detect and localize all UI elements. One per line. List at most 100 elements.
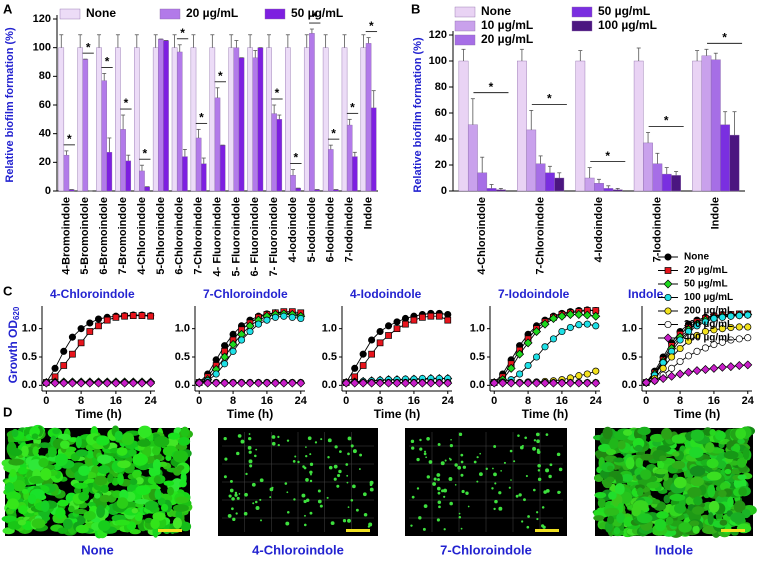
biofilm-cluster — [55, 507, 66, 519]
biofilm-cell — [333, 477, 337, 481]
marker — [86, 319, 94, 327]
biofilm-cluster — [31, 518, 46, 529]
significance: * — [86, 40, 91, 54]
marker — [558, 327, 566, 336]
marker — [574, 378, 584, 388]
biofilm-cluster — [613, 457, 625, 463]
biofilm-cluster — [135, 485, 151, 496]
biofilm-cell — [350, 498, 354, 502]
image-caption: 7-Chloroindole — [440, 542, 532, 557]
biofilm-cell — [248, 450, 252, 454]
legend-label: None — [86, 6, 116, 20]
biofilm-cell — [255, 506, 260, 511]
y-tick-label: 100 — [429, 55, 447, 67]
bar — [486, 188, 497, 192]
marker — [402, 320, 409, 328]
x-tick-label: 6-Bromoindole — [98, 197, 110, 275]
biofilm-cell — [515, 494, 519, 498]
marker — [676, 336, 684, 344]
legend-label: 200 µg/mL — [684, 306, 733, 317]
y-tick-label: 1.0 — [622, 323, 637, 335]
biofilm-cell — [369, 483, 373, 487]
significance: * — [275, 86, 280, 100]
biofilm-cell — [369, 487, 374, 492]
marker — [246, 327, 254, 336]
bar — [252, 57, 259, 192]
marker — [229, 347, 237, 355]
biofilm-cell — [508, 486, 511, 489]
biofilm-cell — [345, 463, 349, 466]
biofilm-cell — [327, 456, 330, 459]
biofilm-cluster — [622, 429, 633, 436]
marker — [532, 353, 541, 361]
bar — [285, 47, 291, 192]
y-tick-label: 120 — [429, 29, 447, 41]
biofilm-cluster — [129, 478, 138, 485]
biofilm-cell — [255, 448, 258, 451]
y-tick-label: 0.5 — [22, 351, 37, 363]
y-tick-label: 0 — [441, 185, 447, 197]
marker — [524, 361, 532, 370]
biofilm-cell — [536, 517, 539, 521]
biofilm-cell — [509, 449, 513, 453]
marker — [548, 378, 558, 388]
x-tick-label: 24 — [590, 395, 603, 407]
biofilm-cluster — [137, 425, 152, 438]
biofilm-cell — [491, 487, 494, 490]
bar — [190, 47, 197, 192]
biofilm-cell — [437, 478, 440, 482]
marker — [532, 378, 542, 388]
bar — [182, 156, 188, 192]
biofilm-cluster — [608, 491, 617, 500]
significance: * — [67, 132, 72, 146]
marker — [350, 378, 360, 388]
scale-bar — [158, 529, 182, 532]
biofilm-cluster — [21, 488, 29, 495]
y-tick-label: 0.5 — [470, 351, 485, 363]
bar — [96, 47, 102, 192]
marker — [426, 378, 436, 388]
marker — [575, 372, 583, 380]
biofilm-cluster — [656, 511, 669, 519]
legend-marker — [663, 279, 673, 289]
microscopy-image — [405, 428, 567, 536]
marker — [717, 362, 727, 372]
biofilm-cluster — [614, 483, 625, 495]
marker — [270, 378, 280, 388]
legend-marker — [664, 267, 672, 274]
biofilm-cluster — [635, 457, 643, 468]
biofilm-cluster — [674, 503, 686, 514]
biofilm-cluster — [730, 512, 746, 523]
biofilm-cluster — [607, 515, 615, 525]
marker — [575, 321, 583, 329]
biofilm-cluster — [117, 473, 124, 486]
biofilm-cell — [498, 491, 502, 495]
biofilm-cluster — [128, 448, 137, 457]
x-tick-label: 5-Iodoindole — [306, 197, 318, 262]
biofilm-cell — [460, 527, 463, 530]
biofilm-cluster — [153, 475, 162, 484]
legend-marker — [663, 333, 673, 343]
biofilm-cluster — [75, 449, 89, 457]
biofilm-cell — [443, 495, 446, 498]
bar — [341, 47, 348, 192]
biofilm-cell — [559, 491, 561, 493]
x-tick-label: 16 — [261, 395, 273, 407]
biofilm-cell — [449, 458, 452, 461]
biofilm-cluster — [654, 518, 666, 532]
marker — [375, 378, 385, 388]
biofilm-cell — [525, 474, 528, 478]
biofilm-cluster — [607, 465, 614, 472]
significance: * — [722, 30, 727, 44]
legend-marker — [664, 320, 672, 329]
biofilm-cell — [449, 444, 453, 448]
biofilm-cluster — [116, 497, 129, 509]
biofilm-cell — [419, 447, 423, 451]
biofilm-cluster — [6, 491, 21, 502]
biofilm-cell — [347, 452, 350, 456]
x-tick-label: 7-Iodoindole — [344, 197, 356, 262]
biofilm-cluster — [609, 438, 619, 450]
biofilm-cell — [457, 465, 462, 470]
bar — [575, 60, 586, 192]
marker — [675, 369, 685, 379]
